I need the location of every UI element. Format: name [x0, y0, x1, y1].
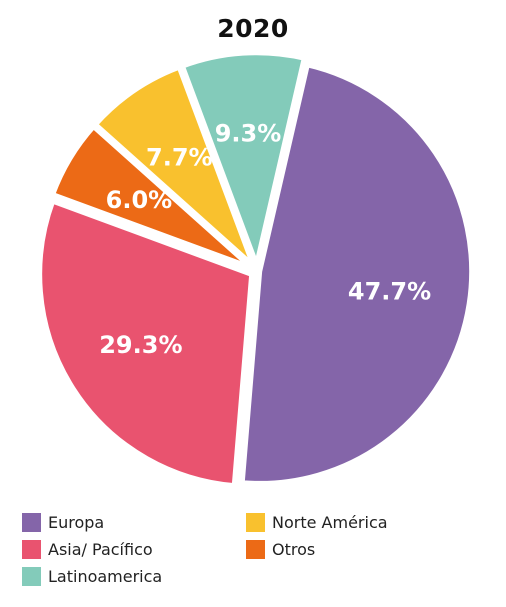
pie-slice-asia-pac-fico [37, 198, 255, 489]
slice-group-1: 29.3% [37, 198, 255, 489]
pie-slice-europa [239, 62, 475, 486]
pie-slice-otros [50, 123, 255, 271]
pie-slice-latinoamerica [179, 50, 307, 268]
slice-value-label: 6.0% [106, 186, 173, 214]
slice-group-2: 6.0% [50, 123, 255, 271]
slice-value-label: 29.3% [99, 331, 182, 359]
slice-value-label: 47.7% [348, 278, 431, 306]
slice-group-4: 9.3% [179, 50, 307, 268]
pie-slice-norte-am-rica [92, 64, 256, 269]
slice-value-label: 9.3% [215, 120, 282, 148]
slice-value-label: 7.7% [146, 143, 213, 171]
chart-title: 2020 [217, 14, 289, 43]
slice-group-0: 47.7% [239, 62, 475, 486]
slice-group-3: 7.7% [92, 64, 256, 269]
